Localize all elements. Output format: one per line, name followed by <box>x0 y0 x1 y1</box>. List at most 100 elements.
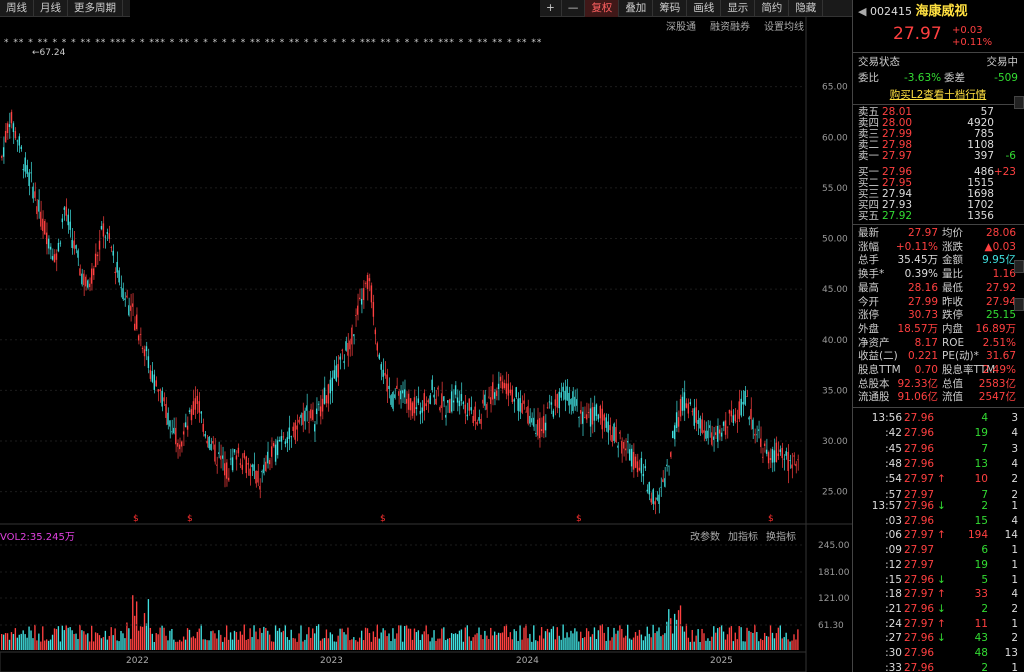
candle-body <box>92 268 95 276</box>
candle-body <box>386 374 388 392</box>
candle-body <box>298 419 300 423</box>
volume-bar <box>556 627 558 650</box>
sell-vol: 785 <box>973 128 994 140</box>
volume-bar <box>59 641 62 650</box>
volume-bar <box>478 627 480 650</box>
dividend-marker: $ <box>380 514 386 524</box>
candle-body <box>155 380 157 387</box>
switch-indicator-button[interactable]: 换指标 <box>766 532 796 543</box>
ma-settings-link[interactable]: 设置均线 <box>764 22 804 33</box>
volume-bar <box>335 641 337 650</box>
volume-bar <box>681 626 684 650</box>
volume-bar <box>267 630 269 650</box>
volume-bar <box>585 628 588 650</box>
period-more[interactable]: 更多周期 <box>68 0 123 17</box>
volume-bar <box>703 633 705 650</box>
candle-body <box>717 425 719 442</box>
candle-body <box>96 254 99 257</box>
dividend-marker: $ <box>576 514 582 524</box>
candle-body <box>570 398 572 405</box>
volume-bar <box>609 640 611 650</box>
back-icon[interactable]: ◀ <box>858 5 867 18</box>
volume-bar <box>670 618 672 650</box>
zoom-out-button[interactable]: — <box>562 0 586 17</box>
volume-bar <box>495 634 498 650</box>
candle-body <box>662 479 664 482</box>
candle-body <box>492 382 494 400</box>
candle-body <box>188 410 191 412</box>
candle-body <box>149 370 152 379</box>
volume-bar <box>636 635 639 650</box>
volume-bar <box>124 638 126 650</box>
y-tick-label: 45.00 <box>822 285 848 295</box>
candle-body <box>789 460 791 461</box>
candle-body <box>194 398 197 410</box>
tick-row: :48 27.96 13 4 <box>885 457 1018 470</box>
candle-body <box>251 464 253 468</box>
candle-body <box>769 458 772 461</box>
volume-bar <box>206 640 208 650</box>
volume-bar <box>1 634 3 650</box>
volume-bar <box>12 633 15 650</box>
volume-bar <box>595 639 598 650</box>
candle-body <box>521 403 523 413</box>
buy-price: 27.94 <box>882 188 913 200</box>
candle-body <box>229 458 232 460</box>
sell-price: 27.97 <box>882 150 913 162</box>
volume-bar <box>415 632 418 650</box>
buy-vol: 1515 <box>967 177 994 189</box>
l2-link[interactable]: 购买L2查看十档行情 <box>889 89 987 101</box>
volume-bar <box>61 625 64 650</box>
candle-body <box>746 396 748 397</box>
zoom-in-button[interactable]: + <box>540 0 562 17</box>
chips-button[interactable]: 筹码 <box>653 0 688 17</box>
volume-bar <box>251 637 253 650</box>
candle-body <box>47 238 50 249</box>
buy-vol: 486 <box>973 166 994 178</box>
candle-body <box>754 433 756 436</box>
panel-tab-1[interactable] <box>1014 96 1024 109</box>
kline-chart[interactable]: 65.00 60.00 55.00 50.00 45.00 40.00 35.00 30.00… <box>0 0 852 672</box>
margin-link[interactable]: 融资融券 <box>710 22 750 33</box>
connect-link[interactable]: 深股通 <box>666 22 696 33</box>
quote-row: 净资产 8.17 ROE 2.51% <box>858 336 1016 349</box>
candle-body <box>300 414 302 418</box>
sell-price: 28.00 <box>882 117 913 129</box>
panel-tab-3[interactable] <box>1014 298 1024 311</box>
candle-body <box>517 398 519 411</box>
overlay-button[interactable]: 叠加 <box>619 0 654 17</box>
hide-button[interactable]: 隐藏 <box>789 0 824 17</box>
draw-button[interactable]: 画线 <box>687 0 722 17</box>
volume-bar <box>77 638 79 650</box>
candle-body <box>681 396 684 411</box>
volume-bar <box>222 641 224 650</box>
simple-button[interactable]: 简约 <box>755 0 790 17</box>
candle-body <box>583 417 586 419</box>
candle-body <box>24 157 26 172</box>
volume-bar <box>357 641 359 650</box>
volume-bar <box>126 622 128 650</box>
volume-bar <box>147 599 150 650</box>
sell-vol: 57 <box>980 106 994 118</box>
add-indicator-button[interactable]: 加指标 <box>728 532 758 543</box>
period-month[interactable]: 月线 <box>34 0 68 17</box>
display-button[interactable]: 显示 <box>721 0 756 17</box>
volume-bar <box>472 637 474 650</box>
tick-row: :42 27.96 19 4 <box>885 427 1018 440</box>
candle-body <box>126 295 128 298</box>
candle-body <box>167 412 169 425</box>
edit-params-button[interactable]: 改参数 <box>690 532 720 543</box>
adjust-button[interactable]: 复权 <box>585 0 620 17</box>
volume-bar <box>593 627 596 650</box>
volume-bar <box>188 629 191 650</box>
volume-bar <box>554 639 556 650</box>
candle-body <box>795 463 797 467</box>
volume-bar <box>42 626 44 650</box>
volume-bar <box>548 632 551 650</box>
candle-body <box>640 457 643 474</box>
candle-body <box>734 414 736 422</box>
period-week[interactable]: 周线 <box>0 0 34 17</box>
volume-bar <box>736 639 738 650</box>
candle-body <box>81 273 83 285</box>
panel-tab-2[interactable] <box>1014 260 1024 273</box>
